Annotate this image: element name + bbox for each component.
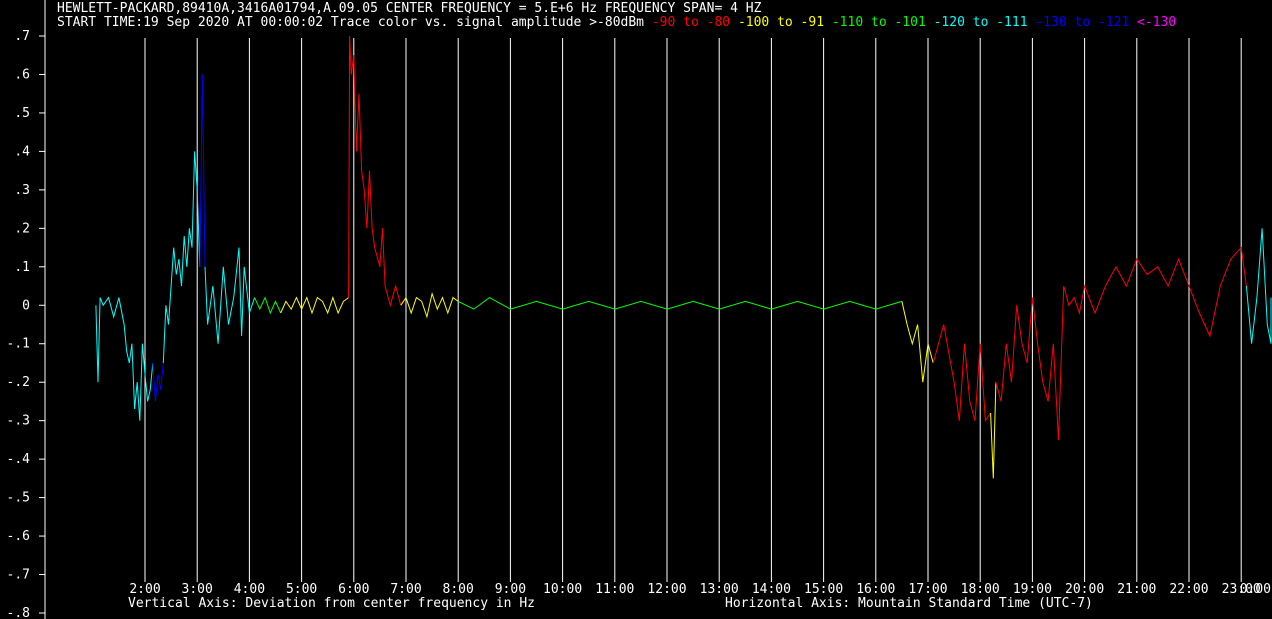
x-tick-label: 18:00 — [961, 582, 1000, 597]
legend-entry-yellow: -100 to -91 — [738, 15, 824, 30]
y-axis: .7 .6 .5 .4 .3 .2 .1 0 -.1 -.2 -.3 -.4 -.5 -.6 -.7 -.8 — [7, 0, 46, 619]
y-tick-label: .3 — [14, 183, 30, 198]
header-line-2: START TIME:19 Sep 2020 AT 00:00:02 Trace… — [57, 15, 1176, 30]
vertical-gridlines — [144, 38, 1242, 582]
x-tick-label: 20:00 — [1065, 582, 1104, 597]
x-axis-title: Horizontal Axis: Mountain Standard Time … — [725, 596, 1093, 611]
y-tick-label: -.1 — [7, 337, 30, 352]
trace-segment-3 — [199, 74, 206, 267]
legend-entry-blue: -130 to -121 — [1035, 15, 1129, 30]
trace-segment-6 — [280, 296, 349, 315]
x-tick-label: 10:00 — [543, 582, 582, 597]
x-tick-label: 5:00 — [286, 582, 317, 597]
x-tick-label: 11:00 — [595, 582, 634, 597]
trace-segment-1 — [152, 362, 164, 402]
x-axis-ticks: 2:00 3:00 4:00 5:00 6:00 7:00 8:00 9:00 10:00 11:… — [129, 582, 1271, 597]
trace-segments — [95, 35, 1272, 479]
trace-segment-8 — [400, 291, 459, 319]
x-tick-label: 22:00 — [1169, 582, 1208, 597]
y-tick-label: .6 — [14, 67, 30, 82]
x-tick-label: 3:00 — [182, 582, 213, 597]
x-tick-label: 23:00 — [1222, 582, 1261, 597]
x-tick-label: 8:00 — [443, 582, 474, 597]
trace-segment-2 — [162, 151, 201, 364]
header-line-1: HEWLETT-PACKARD,89410A,3416A01794,A.09.0… — [57, 1, 762, 16]
y-tick-label: -.8 — [7, 606, 30, 619]
y-tick-label: .2 — [14, 221, 30, 236]
x-tick-label: 7:00 — [390, 582, 421, 597]
trace-segment-7 — [348, 35, 402, 308]
y-tick-label: -.2 — [7, 375, 30, 390]
x-tick-label: 0:00 — [1240, 582, 1271, 597]
x-tick-label: 21:00 — [1117, 582, 1156, 597]
x-tick-label: 17:00 — [908, 582, 947, 597]
x-tick-label: 15:00 — [804, 582, 843, 597]
header-line-2-prefix: START TIME:19 Sep 2020 AT 00:00:02 Trace… — [57, 15, 644, 30]
y-axis-title: Vertical Axis: Deviation from center fre… — [128, 596, 535, 611]
y-tick-label: .1 — [14, 260, 30, 275]
trace-segment-10 — [901, 301, 934, 383]
y-tick-label: .7 — [14, 29, 30, 44]
legend-entry-red: -90 to -80 — [652, 15, 730, 30]
y-tick-label: .4 — [14, 144, 30, 159]
trace-segment-9 — [457, 297, 903, 310]
x-tick-label: 9:00 — [495, 582, 526, 597]
legend-entry-cyan: -120 to -111 — [934, 15, 1028, 30]
y-tick-label: -.3 — [7, 414, 30, 429]
x-tick-label: 12:00 — [647, 582, 686, 597]
trace-segment-13 — [995, 246, 1247, 440]
trace-segment-5 — [254, 296, 282, 315]
legend-entry-magenta: <-130 — [1137, 15, 1176, 30]
y-tick-label: -.5 — [7, 491, 30, 506]
legend-entry-green: -110 to -101 — [832, 15, 926, 30]
trace-segment-4 — [204, 247, 256, 344]
y-tick-label: -.4 — [7, 452, 31, 467]
x-tick-label: 2:00 — [129, 582, 160, 597]
trace-segment-14 — [1245, 228, 1272, 344]
trace-segment-12 — [990, 382, 997, 479]
x-tick-label: 13:00 — [700, 582, 739, 597]
y-tick-label: -.6 — [7, 529, 30, 544]
x-tick-label: 19:00 — [1013, 582, 1052, 597]
y-tick-label: -.7 — [7, 568, 30, 583]
x-tick-label: 14:00 — [752, 582, 791, 597]
x-tick-label: 6:00 — [338, 582, 369, 597]
trace-segment-0 — [95, 296, 154, 421]
x-tick-label: 4:00 — [234, 582, 265, 597]
y-tick-label: 0 — [22, 298, 30, 313]
trace-segment-11 — [932, 324, 992, 423]
y-tick-label: .5 — [14, 106, 30, 121]
x-tick-label: 16:00 — [856, 582, 895, 597]
